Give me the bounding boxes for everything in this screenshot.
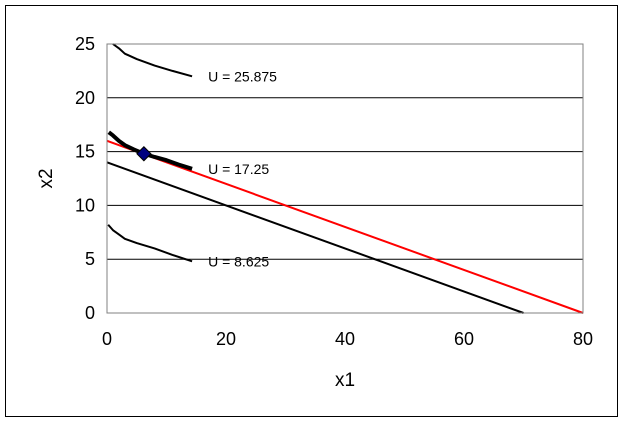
x-tick-label: 40 [335, 329, 355, 349]
x-tick-label: 0 [102, 329, 112, 349]
indifference-curve-3 [107, 224, 193, 263]
x-tick-label: 80 [573, 329, 593, 349]
gridlines [107, 43, 583, 314]
indifference-curve-1 [112, 43, 193, 78]
series-lines: U = 25.875 U = 17.25 U = 8.625 [106, 43, 584, 314]
y-tick-label: 20 [75, 88, 95, 108]
x-axis-label: x1 [335, 370, 355, 391]
curve-label: U = 8.625 [208, 253, 269, 269]
optimum-point-marker [136, 146, 152, 162]
plot-area [106, 43, 584, 314]
y-tick-label: 0 [85, 303, 95, 323]
y-tick-label: 5 [85, 249, 95, 269]
x-tick-label: 20 [216, 329, 236, 349]
budget-line-1 [106, 139, 584, 314]
curve-label: U = 25.875 [208, 68, 277, 84]
curve-label: U = 17.25 [208, 161, 269, 177]
y-tick-label: 15 [75, 142, 95, 162]
y-axis-label: x2 [36, 168, 57, 188]
budget-line-2 [106, 161, 524, 314]
y-tick-label: 25 [75, 34, 95, 54]
tick-labels: 0 5 10 15 20 25 0 20 40 60 80 [75, 34, 593, 349]
y-tick-label: 10 [75, 195, 95, 215]
indifference-curve-2 [107, 130, 193, 171]
x-tick-label: 60 [454, 329, 474, 349]
